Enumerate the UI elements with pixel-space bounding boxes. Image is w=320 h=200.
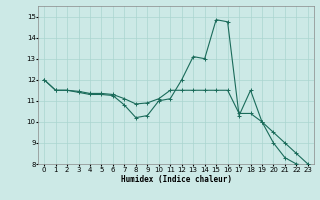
X-axis label: Humidex (Indice chaleur): Humidex (Indice chaleur) (121, 175, 231, 184)
